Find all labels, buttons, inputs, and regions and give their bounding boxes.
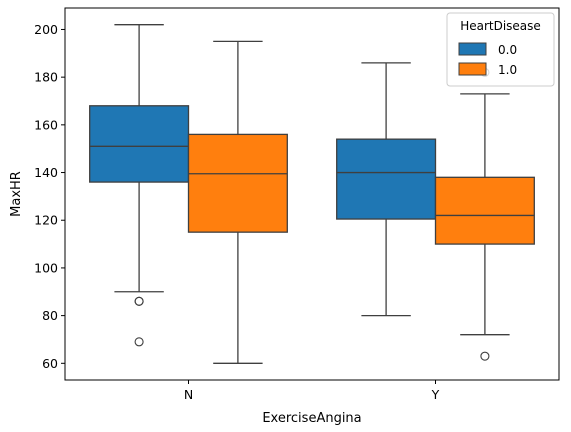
- axes-frame: [64, 7, 560, 381]
- legend-swatch: [458, 62, 487, 76]
- y-tick-label: 200: [34, 22, 58, 37]
- legend-swatch: [458, 42, 487, 56]
- legend: HeartDisease 0.01.0: [446, 12, 555, 87]
- box-iqr: [187, 133, 288, 233]
- legend-entries: 0.01.0: [458, 42, 517, 77]
- box-Y-1.0: [434, 67, 535, 361]
- box-Y-0.0: [336, 62, 437, 317]
- x-axis-label: ExerciseAngina: [262, 411, 361, 426]
- plot-area: [64, 7, 560, 381]
- box-iqr: [434, 176, 535, 245]
- legend-label: 0.0: [498, 43, 517, 57]
- y-axis: 60 80 100 120 140 160 180 200: [34, 22, 65, 371]
- y-tick-label: 160: [34, 117, 58, 132]
- y-tick-label: 140: [34, 165, 58, 180]
- y-tick-label: 80: [42, 308, 58, 323]
- legend-label: 1.0: [498, 63, 517, 77]
- outlier-point: [480, 351, 490, 361]
- y-tick-label: 120: [34, 213, 58, 228]
- y-tick-label: 180: [34, 70, 58, 85]
- box-iqr: [89, 105, 190, 183]
- y-tick-label: 100: [34, 260, 58, 275]
- box-iqr: [336, 138, 437, 220]
- box-N-1.0: [187, 40, 288, 364]
- box-N-0.0: [89, 24, 190, 347]
- outlier-point: [134, 296, 144, 306]
- legend-title: HeartDisease: [460, 19, 541, 33]
- y-axis-label: MaxHR: [9, 171, 24, 217]
- x-tick-label: N: [184, 387, 193, 402]
- y-tick-label: 60: [42, 356, 58, 371]
- outlier-point: [134, 337, 144, 347]
- x-tick-label: Y: [431, 387, 440, 402]
